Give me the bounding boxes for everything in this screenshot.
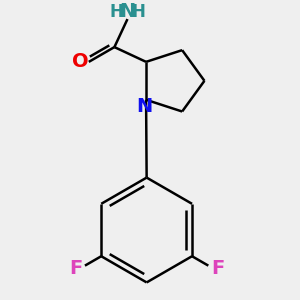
Text: H: H bbox=[110, 3, 124, 21]
Text: N: N bbox=[136, 97, 152, 116]
Text: H: H bbox=[131, 3, 145, 21]
Text: N: N bbox=[119, 2, 136, 21]
Text: F: F bbox=[69, 259, 82, 278]
Text: F: F bbox=[211, 259, 224, 278]
Text: O: O bbox=[72, 52, 88, 71]
